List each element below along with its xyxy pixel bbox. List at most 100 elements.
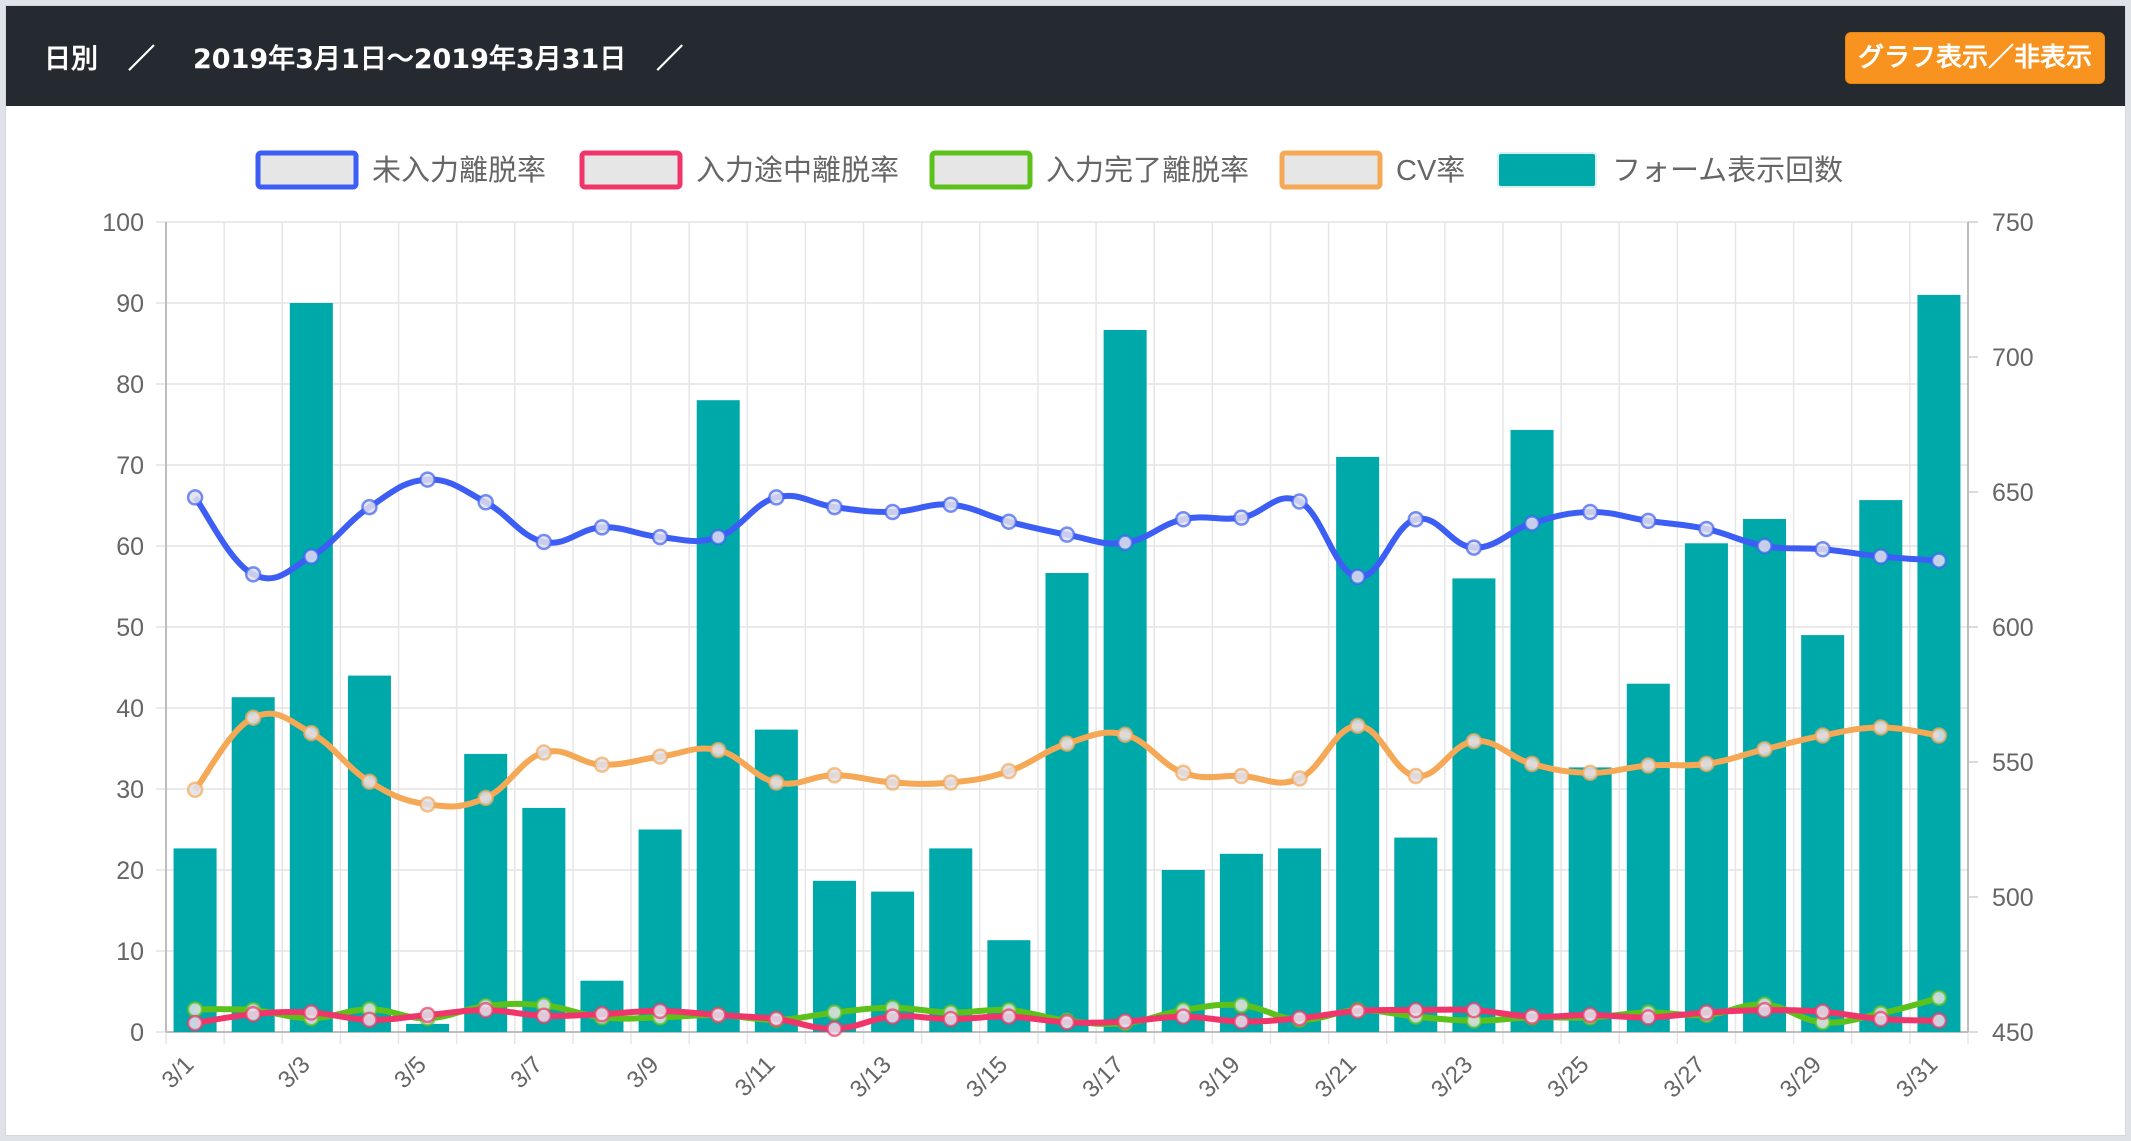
- x-tick-label: 3/3: [273, 1051, 316, 1094]
- legend-form-views-swatch: [1497, 152, 1597, 188]
- bar-form-views: [289, 303, 333, 1032]
- line-point: [186, 489, 204, 506]
- bar-form-views: [1917, 294, 1961, 1032]
- line-point: [1465, 732, 1483, 750]
- line-point: [1930, 552, 1948, 569]
- line-point: [1407, 1001, 1425, 1019]
- legend-cv-rate-swatch: [1279, 150, 1383, 190]
- line-point: [1930, 1012, 1948, 1029]
- y-right-tick-label: 700: [1992, 344, 2034, 372]
- line-point: [477, 789, 494, 807]
- y-left-tick-label: 30: [116, 776, 144, 804]
- line-point: [1233, 997, 1250, 1014]
- x-tick-label: 3/9: [622, 1051, 665, 1094]
- line-point: [1175, 1008, 1192, 1025]
- line-point: [884, 774, 901, 791]
- line-point: [1698, 520, 1715, 538]
- bar-form-views: [1684, 543, 1728, 1032]
- line-point: [1175, 511, 1192, 528]
- line-point: [1000, 762, 1018, 780]
- x-tick-label: 3/29: [1775, 1051, 1827, 1103]
- bar-form-views: [1336, 456, 1380, 1032]
- legend-form-views-label: フォーム表示回数: [1612, 154, 1843, 187]
- line-point: [1058, 1014, 1076, 1031]
- bar-form-views: [638, 829, 682, 1032]
- line-point: [1640, 1009, 1657, 1026]
- line-point: [1116, 726, 1134, 743]
- line-point: [477, 494, 494, 511]
- y-left-tick-label: 60: [116, 533, 144, 561]
- line-point: [1407, 511, 1425, 528]
- bar-form-views: [1568, 767, 1612, 1032]
- line-point: [1233, 1013, 1250, 1030]
- line-point: [1000, 513, 1018, 530]
- line-point: [303, 724, 320, 742]
- line-point: [1640, 512, 1657, 530]
- x-tick-label: 3/5: [389, 1051, 432, 1094]
- line-point: [884, 1008, 901, 1025]
- x-tick-label: 3/25: [1542, 1051, 1594, 1103]
- bar-form-views: [1045, 573, 1089, 1032]
- line-point: [1058, 526, 1076, 543]
- bar-form-views: [1626, 683, 1670, 1032]
- line-point: [244, 566, 262, 583]
- line-point: [1523, 1008, 1541, 1025]
- legend-completed-exit-swatch: [929, 150, 1033, 190]
- line-point: [303, 1004, 320, 1021]
- panel-header: 日別 ／ 2019年3月1日〜2019年3月31日 ／ グラフ表示／非表示: [6, 6, 2125, 106]
- line-point: [709, 1006, 727, 1024]
- y-left-tick-label: 50: [116, 614, 144, 642]
- bar-form-views: [1801, 635, 1845, 1032]
- x-tick-label: 3/19: [1194, 1051, 1246, 1103]
- x-tick-label: 3/13: [845, 1051, 897, 1103]
- line-point: [1233, 767, 1250, 785]
- x-tick-label: 3/21: [1310, 1051, 1362, 1103]
- y-left-tick-label: 70: [116, 452, 144, 480]
- line-point: [826, 498, 843, 516]
- y-left-tick-label: 90: [116, 290, 144, 318]
- line-point: [709, 741, 727, 759]
- line-point: [709, 528, 727, 546]
- line-point: [1640, 757, 1657, 774]
- line-point: [1116, 534, 1134, 552]
- line-point: [768, 1010, 785, 1028]
- x-tick-label: 3/23: [1426, 1051, 1478, 1103]
- line-point: [535, 744, 553, 761]
- line-point: [1349, 1002, 1366, 1020]
- line-point: [826, 1020, 843, 1038]
- line-point: [1581, 1006, 1599, 1024]
- line-point: [884, 503, 901, 521]
- chart-panel: 日別 ／ 2019年3月1日〜2019年3月31日 ／ グラフ表示／非表示 0 1…: [5, 5, 2126, 1136]
- line-point: [1814, 727, 1831, 744]
- line-point: [535, 533, 553, 551]
- line-point: [1233, 509, 1250, 526]
- breadcrumb-separator-trailing: ／: [656, 43, 684, 75]
- line-point: [535, 1007, 553, 1025]
- line-point: [1116, 1013, 1134, 1030]
- legend-unentered-exit-swatch: [255, 150, 359, 190]
- bar-form-views: [522, 807, 566, 1032]
- line-point: [186, 1014, 204, 1032]
- line-point: [1581, 764, 1599, 782]
- y-right-tick-label: 600: [1992, 614, 2034, 642]
- line-point: [1698, 755, 1715, 773]
- y-right-tick-label: 500: [1992, 884, 2034, 912]
- line-point: [942, 774, 959, 791]
- line-point: [768, 489, 785, 506]
- y-left-tick-label: 80: [116, 371, 144, 399]
- legend-midway-exit-swatch: [579, 150, 683, 190]
- line-point: [1000, 1008, 1018, 1025]
- line-point: [361, 1011, 378, 1029]
- y-left-tick-label: 10: [116, 938, 144, 966]
- y-left-tick-label: 100: [102, 209, 144, 237]
- line-point: [419, 471, 436, 488]
- legend-unentered-exit-label: 未入力離脱率: [372, 154, 546, 187]
- line-point: [1814, 1003, 1831, 1020]
- y-left-tick-label: 0: [130, 1019, 144, 1047]
- legend-midway-exit-label: 入力途中離脱率: [696, 154, 899, 187]
- y-right-tick-label: 550: [1992, 749, 2034, 777]
- line-point: [1930, 989, 1948, 1007]
- line-point: [303, 548, 320, 565]
- y-right-tick-label: 450: [1992, 1019, 2034, 1047]
- toggle-graph-button[interactable]: グラフ表示／非表示: [1844, 32, 2105, 84]
